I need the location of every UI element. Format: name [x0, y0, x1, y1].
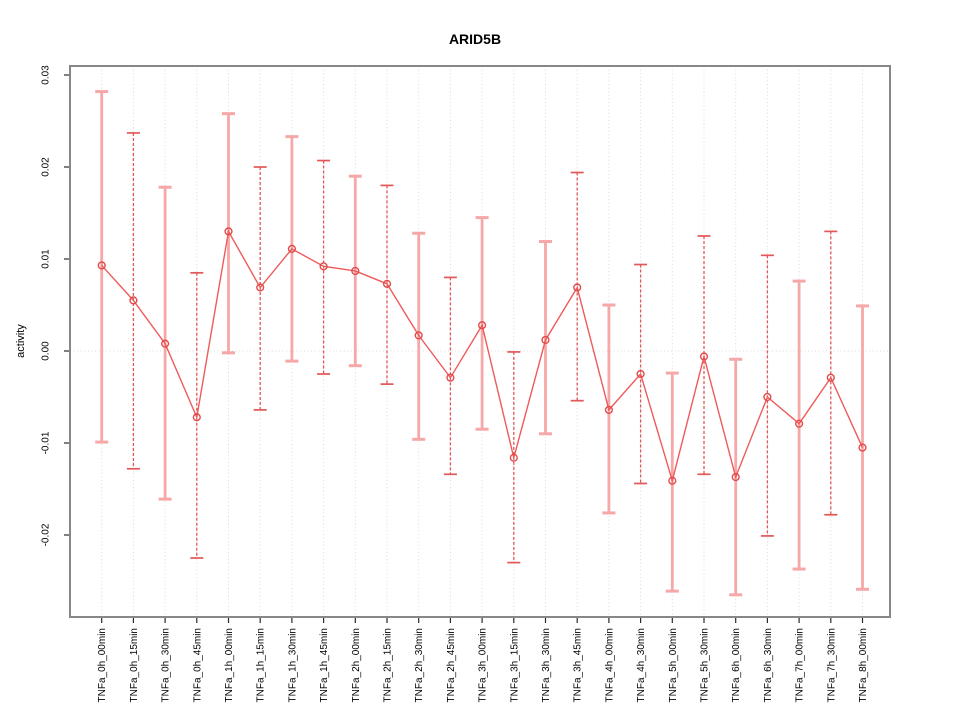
data-point: [161, 339, 170, 348]
y-tick-label: -0.01: [41, 431, 52, 454]
series-line: [101, 229, 864, 484]
y-tick-label: 0.00: [41, 341, 52, 361]
data-point: [478, 321, 487, 330]
x-tick-label: TNFa_3h_45min: [573, 628, 584, 702]
x-tick-label: TNFa_7h_00min: [795, 628, 806, 702]
x-tick-label: TNFa_4h_30min: [636, 628, 647, 702]
data-point: [382, 279, 392, 288]
x-tick-label: TNFa_0h_15min: [129, 628, 140, 702]
data-point: [604, 405, 614, 414]
data-point: [414, 331, 423, 340]
x-tick-label: TNFa_3h_30min: [541, 628, 552, 702]
x-tick-label: TNFa_3h_15min: [509, 628, 520, 702]
data-point: [763, 392, 772, 402]
series-polyline: [101, 229, 864, 484]
data-point: [668, 476, 677, 485]
x-tick-label: TNFa_4h_00min: [604, 628, 615, 702]
data-point: [541, 335, 550, 345]
x-tick-label: TNFa_0h_00min: [97, 628, 108, 702]
data-point: [129, 296, 138, 305]
data-point: [287, 244, 297, 253]
x-tick-label: TNFa_1h_30min: [287, 628, 298, 702]
data-point: [224, 227, 233, 236]
x-tick-label: TNFa_0h_45min: [192, 628, 203, 702]
y-tick-label: 0.02: [41, 157, 52, 177]
x-tick-label: TNFa_2h_00min: [351, 628, 362, 702]
x-tick-label: TNFa_2h_30min: [414, 628, 425, 702]
data-point: [858, 443, 867, 452]
chart-title: ARID5B: [449, 31, 501, 47]
x-tick-label: TNFa_8h_00min: [858, 628, 869, 702]
x-tick-label: TNFa_2h_15min: [383, 628, 394, 702]
x-tick-label: TNFa_3h_00min: [478, 628, 489, 702]
data-point: [826, 373, 835, 382]
x-tick-label: TNFa_2h_45min: [446, 628, 457, 702]
plot-area: [69, 65, 891, 618]
x-tick-label: TNFa_6h_30min: [763, 628, 774, 702]
data-point: [97, 261, 106, 270]
x-axis: TNFa_0h_00min TNFa_0h_15min TNFa_0h_30min T…: [97, 617, 869, 702]
x-tick-label: TNFa_7h_30min: [826, 628, 837, 702]
data-point: [192, 413, 201, 422]
x-tick-label: TNFa_1h_45min: [319, 628, 330, 702]
data-point: [636, 369, 645, 379]
x-tick-label: TNFa_5h_00min: [668, 628, 679, 702]
data-point: [351, 266, 360, 276]
data-point: [509, 453, 518, 462]
data-point: [573, 283, 582, 292]
data-point: [794, 419, 804, 428]
x-tick-label: TNFa_0h_30min: [161, 628, 172, 702]
y-tick-label: 0.01: [41, 249, 52, 269]
data-point: [256, 283, 265, 292]
y-tick-label: -0.02: [41, 523, 52, 546]
y-axis-title: activity: [15, 324, 27, 358]
y-tick-label: 0.03: [41, 65, 52, 85]
x-tick-label: TNFa_1h_15min: [256, 628, 267, 702]
data-point: [446, 373, 455, 382]
data-point: [319, 262, 328, 271]
x-tick-label: TNFa_5h_30min: [700, 628, 711, 702]
data-points: [97, 227, 867, 485]
data-point: [731, 472, 740, 482]
x-tick-label: TNFa_6h_00min: [731, 628, 742, 702]
data-point: [699, 352, 709, 361]
x-tick-label: TNFa_1h_00min: [224, 628, 235, 702]
